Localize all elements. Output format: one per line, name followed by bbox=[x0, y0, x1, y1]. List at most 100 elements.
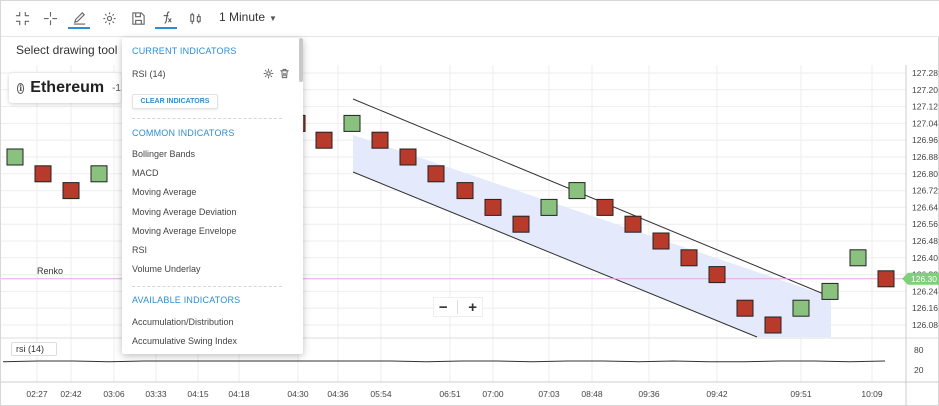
price-tick-label: 126.72 bbox=[912, 186, 938, 196]
gear-icon[interactable] bbox=[263, 68, 274, 79]
indicator-item-moving-average[interactable]: Moving Average bbox=[132, 187, 197, 197]
current-indicators-header: CURRENT INDICATORS bbox=[132, 46, 237, 56]
rsi-tick-label: 20 bbox=[914, 365, 924, 375]
time-tick-label: 02:27 bbox=[26, 389, 48, 399]
renko-brick-down bbox=[624, 215, 642, 233]
indicator-item-macd[interactable]: MACD bbox=[132, 168, 159, 178]
renko-brick-up bbox=[90, 165, 108, 183]
period-label: 1 Minute bbox=[219, 10, 266, 24]
renko-chart[interactable]: 127.28 127.20 127.12 127.04 126.96 126.88 126.… bbox=[1, 37, 939, 406]
renko-brick-down bbox=[652, 232, 670, 250]
dropdown-divider bbox=[132, 286, 282, 287]
time-tick-label: 07:00 bbox=[482, 389, 504, 399]
time-tick-label: 04:15 bbox=[187, 389, 209, 399]
pencil-icon[interactable] bbox=[68, 7, 90, 29]
time-tick-label: 04:30 bbox=[287, 389, 309, 399]
renko-brick-down bbox=[736, 299, 754, 317]
price-tick-label: 126.40 bbox=[912, 253, 938, 263]
time-tick-label: 03:06 bbox=[103, 389, 125, 399]
ticker-name: Ethereum bbox=[30, 79, 105, 96]
available-indicators-header: AVAILABLE INDICATORS bbox=[132, 295, 241, 305]
rsi-panel-label[interactable]: rsi (14) bbox=[11, 342, 57, 356]
time-tick-label: 09:42 bbox=[706, 389, 728, 399]
renko-brick-up bbox=[343, 114, 361, 132]
renko-brick-down bbox=[764, 316, 782, 334]
candle-type-icon[interactable] bbox=[184, 7, 206, 29]
renko-brick-down bbox=[512, 215, 530, 233]
current-price-tag bbox=[902, 272, 939, 285]
renko-brick-down bbox=[371, 131, 389, 149]
rsi-line bbox=[2, 360, 886, 363]
price-tick-label: 126.48 bbox=[912, 236, 938, 246]
current-price-label: 126.30 bbox=[911, 274, 937, 284]
price-tick-label: 127.04 bbox=[912, 118, 938, 128]
renko-brick-up bbox=[821, 282, 839, 300]
channel-lower-line bbox=[352, 171, 758, 338]
renko-brick-down bbox=[456, 182, 474, 200]
indicator-item-volume-underlay[interactable]: Volume Underlay bbox=[132, 264, 201, 274]
current-indicator-item[interactable]: RSI (14) bbox=[132, 69, 166, 79]
dropdown-scrollbar[interactable] bbox=[299, 38, 303, 82]
period-select[interactable]: 1 Minute ▼ bbox=[219, 10, 277, 24]
time-tick-label: 04:36 bbox=[327, 389, 349, 399]
renko-brick-down bbox=[708, 266, 726, 284]
top-toolbar: 1 Minute ▼ bbox=[1, 1, 939, 37]
chevron-down-icon: ▼ bbox=[269, 14, 277, 23]
channel-upper-line bbox=[352, 98, 832, 298]
trash-icon[interactable] bbox=[279, 68, 290, 79]
indicator-item-ma-deviation[interactable]: Moving Average Deviation bbox=[132, 207, 237, 217]
price-tick-label: 126.64 bbox=[912, 202, 938, 212]
zoom-in-button[interactable]: + bbox=[468, 298, 478, 316]
renko-brick-down bbox=[399, 148, 417, 166]
price-tick-label: 126.16 bbox=[912, 303, 938, 313]
price-tick-label: 127.28 bbox=[912, 68, 938, 78]
price-tick-label: 126.96 bbox=[912, 135, 938, 145]
renko-brick-up bbox=[792, 299, 810, 317]
time-tick-label: 08:48 bbox=[581, 389, 603, 399]
price-tick-label: 127.20 bbox=[912, 85, 938, 95]
time-tick-label: 04:18 bbox=[228, 389, 250, 399]
indicator-item-accumulation[interactable]: Accumulation/Distribution bbox=[132, 317, 234, 327]
price-tick-label: 127.12 bbox=[912, 102, 938, 112]
price-tick-label: 126.88 bbox=[912, 152, 938, 162]
indicator-item-ma-envelope[interactable]: Moving Average Envelope bbox=[132, 226, 237, 236]
info-icon[interactable]: i bbox=[17, 82, 25, 94]
time-tick-label: 10:09 bbox=[861, 389, 883, 399]
zoom-control: − + bbox=[433, 297, 483, 317]
time-tick-label: 05:54 bbox=[370, 389, 392, 399]
time-tick-label: 07:03 bbox=[538, 389, 560, 399]
renko-brick-up bbox=[568, 182, 586, 200]
indicator-item-bollinger[interactable]: Bollinger Bands bbox=[132, 149, 196, 159]
dropdown-divider bbox=[132, 118, 282, 119]
gear-icon[interactable] bbox=[98, 7, 120, 29]
price-tick-label: 126.24 bbox=[912, 286, 938, 296]
time-tick-label: 06:51 bbox=[439, 389, 461, 399]
renko-brick-down bbox=[596, 198, 614, 216]
price-tick-label: 126.80 bbox=[912, 169, 938, 179]
time-tick-label: 02:42 bbox=[60, 389, 82, 399]
drawing-tool-select[interactable]: Select drawing tool▼ bbox=[16, 43, 129, 57]
save-icon[interactable] bbox=[127, 7, 149, 29]
zoom-out-button[interactable]: − bbox=[438, 298, 448, 316]
time-tick-label: 09:51 bbox=[790, 389, 812, 399]
time-tick-label: 03:33 bbox=[145, 389, 167, 399]
indicator-item-rsi[interactable]: RSI bbox=[132, 245, 148, 255]
renko-brick-up bbox=[540, 198, 558, 216]
crosshair-icon[interactable] bbox=[39, 7, 61, 29]
renko-brick-down bbox=[34, 165, 52, 183]
price-tick-label: 126.56 bbox=[912, 219, 938, 229]
clear-indicators-button[interactable]: CLEAR INDICATORS bbox=[132, 94, 218, 109]
renko-brick-up bbox=[849, 249, 867, 267]
ticker-panel: i Ethereum -1 bbox=[9, 73, 121, 103]
rsi-tick-label: 80 bbox=[914, 345, 924, 355]
indicator-item-swing-index[interactable]: Accumulative Swing Index bbox=[132, 336, 238, 346]
zoom-divider bbox=[457, 300, 459, 314]
renko-brick-down bbox=[62, 182, 80, 200]
indicators-dropdown: CURRENT INDICATORS RSI (14) CLEAR INDICA… bbox=[122, 38, 303, 354]
fullscreen-exit-icon[interactable] bbox=[11, 7, 33, 29]
ticker-change: -1 bbox=[112, 82, 121, 94]
renko-brick-down bbox=[315, 131, 333, 149]
fx-icon[interactable] bbox=[155, 7, 177, 29]
renko-brick-down bbox=[427, 165, 445, 183]
renko-brick-down bbox=[484, 198, 502, 216]
